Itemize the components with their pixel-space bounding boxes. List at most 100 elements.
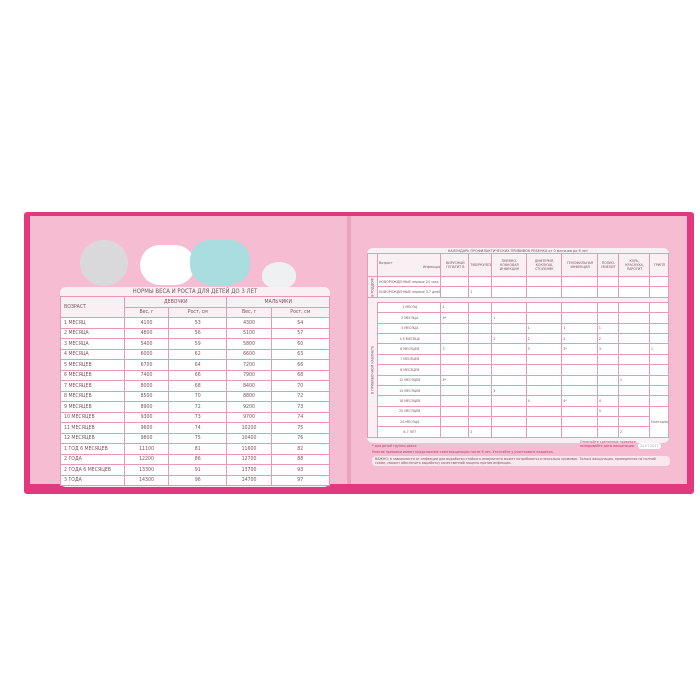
vaccine-mark-cell[interactable] (561, 426, 598, 438)
vaccine-mark-cell[interactable] (561, 353, 598, 366)
vaccine-mark-cell[interactable] (618, 301, 650, 314)
vaccine-mark-cell[interactable] (596, 374, 620, 386)
vaccine-mark-cell[interactable] (561, 301, 598, 314)
vaccine-mark-cell[interactable] (596, 384, 620, 397)
vaccine-mark-cell[interactable] (618, 275, 650, 288)
vaccine-mark-cell[interactable]: 3* (561, 343, 598, 355)
vaccine-mark-cell[interactable] (596, 416, 620, 428)
vaccine-mark-cell[interactable] (561, 374, 598, 386)
vaccine-mark-cell[interactable]: 2 (440, 301, 470, 314)
vaccine-mark-cell[interactable]: 2 (618, 426, 650, 438)
vaccine-mark-cell[interactable] (648, 364, 670, 376)
vaccine-mark-cell[interactable] (491, 426, 527, 438)
vaccine-mark-cell[interactable] (468, 364, 493, 376)
vaccine-mark-cell[interactable] (468, 374, 493, 386)
vaccine-mark-cell[interactable]: 2 (525, 332, 563, 345)
vaccine-mark-cell[interactable] (440, 275, 470, 288)
vaccine-mark-cell[interactable] (561, 275, 598, 288)
vaccine-mark-cell[interactable] (525, 374, 563, 386)
vaccine-mark-cell[interactable]: 2 (596, 332, 620, 345)
vaccine-mark-cell[interactable] (618, 395, 650, 407)
vaccine-mark-cell[interactable] (648, 301, 670, 314)
vaccine-mark-cell[interactable] (491, 301, 527, 314)
vaccine-mark-cell[interactable] (468, 384, 493, 397)
vaccine-mark-cell[interactable] (648, 353, 670, 366)
vaccine-mark-cell[interactable] (525, 353, 563, 366)
vaccine-mark-cell[interactable] (491, 364, 527, 376)
vaccine-mark-cell[interactable] (440, 322, 470, 334)
vaccine-mark-cell[interactable]: 4* (440, 374, 470, 386)
vaccine-mark-cell[interactable] (468, 353, 493, 366)
vaccine-mark-cell[interactable] (491, 275, 527, 288)
vaccine-mark-cell[interactable] (525, 364, 563, 376)
vaccine-mark-cell[interactable] (525, 426, 563, 438)
vaccine-mark-cell[interactable] (648, 332, 670, 345)
vaccine-mark-cell[interactable] (491, 322, 527, 334)
vaccine-mark-cell[interactable] (648, 395, 670, 407)
vaccine-mark-cell[interactable] (596, 364, 620, 376)
vaccine-mark-cell[interactable] (440, 395, 470, 407)
vaccine-mark-cell[interactable]: 4 (525, 395, 563, 407)
vaccine-mark-cell[interactable]: 2 (561, 332, 598, 345)
vaccine-mark-cell[interactable]: 2 (491, 332, 527, 345)
vaccine-mark-cell[interactable] (618, 353, 650, 366)
vaccine-mark-cell[interactable]: 1 (491, 312, 527, 324)
vaccine-mark-cell[interactable]: 1 (525, 322, 563, 334)
vaccine-mark-cell[interactable]: 1 (561, 322, 598, 334)
vaccine-mark-cell[interactable] (561, 364, 598, 376)
vaccine-mark-cell[interactable] (440, 405, 470, 418)
vaccine-mark-cell[interactable]: 1 (596, 322, 620, 334)
vaccine-mark-cell[interactable] (491, 416, 527, 428)
vaccine-mark-cell[interactable] (468, 275, 493, 288)
vaccine-mark-cell[interactable] (561, 405, 598, 418)
vaccine-mark-cell[interactable] (596, 426, 620, 438)
vaccine-mark-cell[interactable]: 3 (525, 343, 563, 355)
vaccine-mark-cell[interactable] (491, 405, 527, 418)
vaccine-mark-cell[interactable]: 1 (468, 286, 493, 298)
vaccine-mark-cell[interactable] (618, 343, 650, 355)
vaccine-mark-cell[interactable]: 3 (596, 343, 620, 355)
vaccine-mark-cell[interactable] (440, 353, 470, 366)
vaccine-mark-cell[interactable] (648, 322, 670, 334)
vaccine-mark-cell[interactable] (561, 286, 598, 298)
vaccine-mark-cell[interactable] (525, 405, 563, 418)
vaccine-mark-cell[interactable] (468, 332, 493, 345)
vaccine-mark-cell[interactable] (440, 426, 470, 438)
vaccine-mark-cell[interactable] (468, 395, 493, 407)
vaccine-mark-cell[interactable] (648, 286, 670, 298)
vaccine-mark-cell[interactable] (618, 364, 650, 376)
vaccine-mark-cell[interactable] (618, 384, 650, 397)
vaccine-mark-cell[interactable] (618, 332, 650, 345)
vaccine-mark-cell[interactable] (561, 312, 598, 324)
vaccine-mark-cell[interactable]: 3 (440, 343, 470, 355)
vaccine-mark-cell[interactable] (440, 332, 470, 345)
vaccine-mark-cell[interactable] (491, 374, 527, 386)
vaccine-mark-cell[interactable]: 1 (618, 374, 650, 386)
vaccine-mark-cell[interactable]: 2 (468, 426, 493, 438)
vaccine-mark-cell[interactable] (648, 312, 670, 324)
vaccine-mark-cell[interactable] (596, 286, 620, 298)
vaccine-mark-cell[interactable] (491, 286, 527, 298)
vaccine-mark-cell[interactable] (440, 364, 470, 376)
vaccine-mark-cell[interactable] (468, 322, 493, 334)
vaccine-mark-cell[interactable] (596, 312, 620, 324)
vaccine-mark-cell[interactable]: 5 (596, 405, 620, 418)
vaccine-mark-cell[interactable] (468, 405, 493, 418)
vaccine-mark-cell[interactable] (561, 384, 598, 397)
vaccine-mark-cell[interactable] (525, 301, 563, 314)
vaccine-mark-cell[interactable] (561, 416, 598, 428)
vaccine-mark-cell[interactable] (491, 343, 527, 355)
vaccine-mark-cell[interactable] (468, 301, 493, 314)
vaccine-mark-cell[interactable] (525, 286, 563, 298)
vaccine-mark-cell[interactable] (440, 416, 470, 428)
vaccine-mark-cell[interactable] (468, 416, 493, 428)
vaccine-mark-cell[interactable] (468, 343, 493, 355)
vaccine-mark-cell[interactable] (648, 275, 670, 288)
vaccine-mark-cell[interactable] (525, 416, 563, 428)
vaccine-mark-cell[interactable] (468, 312, 493, 324)
vaccine-mark-cell[interactable] (618, 416, 650, 428)
vaccine-mark-cell[interactable]: 3 (491, 384, 527, 397)
vaccine-mark-cell[interactable] (491, 395, 527, 407)
vaccine-mark-cell[interactable] (648, 374, 670, 386)
vaccine-mark-cell[interactable] (596, 275, 620, 288)
